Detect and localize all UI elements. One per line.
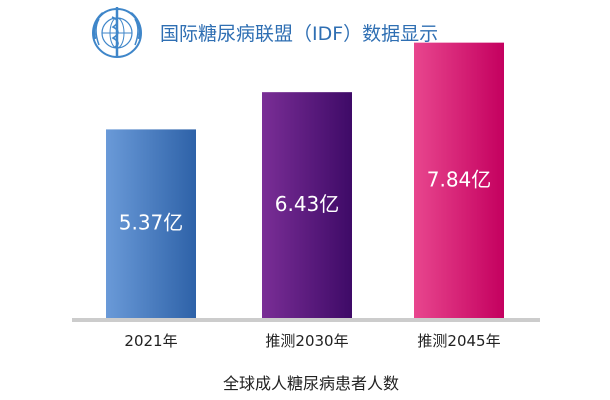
chart-title: 国际糖尿病联盟（IDF）数据显示 <box>160 23 438 45</box>
bar-2 <box>414 42 504 319</box>
who-emblem-icon <box>92 7 142 58</box>
x-tick-labels-group: 2021年 推测2030年 推测2045年 <box>124 332 500 350</box>
x-tick-label-0: 2021年 <box>124 332 177 350</box>
bar-data-label-0: 5.37亿 <box>119 211 184 235</box>
bars-group <box>106 42 504 319</box>
x-axis-label: 全球成人糖尿病患者人数 <box>223 374 399 393</box>
x-tick-label-2: 推测2045年 <box>417 332 500 350</box>
x-axis-baseline <box>72 318 540 322</box>
bar-labels-group: 5.37亿 6.43亿 7.84亿 <box>119 167 492 234</box>
bar-0 <box>106 129 196 318</box>
bar-data-label-1: 6.43亿 <box>275 192 340 216</box>
bar-data-label-2: 7.84亿 <box>427 167 492 191</box>
bar-1 <box>262 92 352 318</box>
x-tick-label-1: 推测2030年 <box>265 332 348 350</box>
